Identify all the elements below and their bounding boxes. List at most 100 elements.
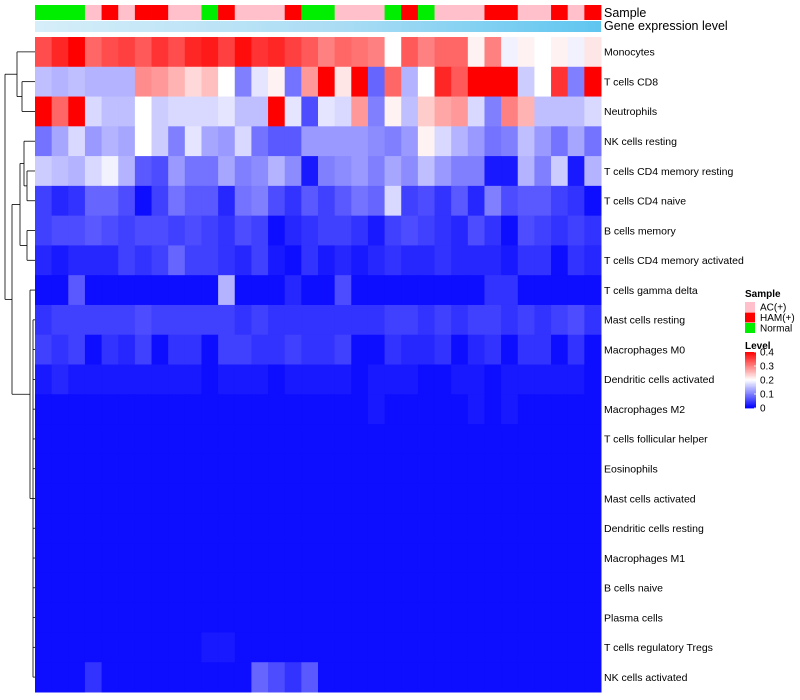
heatmap-cell — [168, 572, 186, 604]
heatmap-cell — [384, 453, 402, 485]
heatmap-cell — [234, 245, 252, 276]
heatmap-cell — [84, 602, 103, 633]
heatmap-cell — [351, 424, 369, 455]
heatmap-cell — [318, 245, 336, 276]
heatmap-cell — [334, 37, 352, 68]
heatmap-cell — [35, 185, 53, 217]
heatmap-cell — [417, 37, 436, 68]
heatmap-cell — [184, 453, 202, 485]
heatmap-cell — [118, 66, 136, 98]
heatmap-cell — [184, 662, 202, 693]
heatmap-cell — [168, 37, 186, 68]
heatmap-cell — [301, 245, 319, 276]
heatmap-cell — [84, 185, 103, 217]
heatmap-cell — [484, 66, 502, 98]
heatmap-cell — [35, 572, 53, 604]
heatmap-cell — [234, 334, 252, 365]
heatmap-cell — [201, 513, 219, 544]
heatmap-cell — [501, 572, 519, 604]
heatmap-cell — [68, 215, 86, 246]
heatmap-cell — [417, 275, 436, 306]
heatmap-cell — [68, 662, 86, 693]
heatmap-cell — [384, 424, 402, 455]
row-label: Monocytes — [604, 47, 655, 59]
heatmap-cell — [151, 275, 169, 306]
heatmap-cell — [234, 453, 252, 485]
heatmap-cell — [334, 662, 352, 693]
heatmap-cell — [118, 304, 136, 336]
heatmap-cell — [268, 37, 286, 68]
heatmap-cell — [134, 632, 153, 663]
heatmap-cell — [551, 543, 569, 574]
heatmap-cell — [84, 66, 103, 98]
heatmap-cell — [351, 662, 369, 693]
heatmap-cell — [35, 483, 53, 514]
heatmap-cell — [151, 662, 169, 693]
heatmap-cell — [517, 275, 535, 306]
heatmap-cell — [451, 334, 469, 365]
heatmap-cell — [551, 394, 569, 425]
sample-annotation-cell — [35, 5, 53, 20]
sample-annotation-cell — [401, 5, 419, 20]
heatmap-cell — [101, 215, 119, 246]
heatmap-cell — [84, 543, 103, 574]
sample-annotation-cell — [551, 5, 569, 20]
heatmap-cell — [151, 185, 169, 217]
heatmap-cell — [351, 275, 369, 306]
sample-annotation-cell — [101, 5, 119, 20]
legend-sample-title: Sample — [745, 289, 781, 300]
row-label: NK cells activated — [604, 672, 688, 684]
heatmap-cell — [51, 513, 69, 544]
heatmap-cell — [534, 602, 552, 633]
sample-annotation-cell — [284, 5, 302, 20]
heatmap-cell — [334, 483, 352, 514]
heatmap-cell — [484, 632, 502, 663]
heatmap-cell — [534, 632, 552, 663]
legend-sample-swatch — [745, 323, 755, 333]
heatmap-cell — [567, 662, 585, 693]
heatmap-cell — [318, 602, 336, 633]
heatmap-cell — [384, 304, 402, 336]
row-label: Dendritic cells resting — [604, 523, 704, 535]
heatmap-cell — [584, 66, 602, 98]
heatmap-cell — [467, 424, 485, 455]
heatmap-cell — [534, 543, 552, 574]
heatmap-cell — [68, 304, 86, 336]
heatmap-cell — [68, 245, 86, 276]
sample-annotation-cell — [201, 5, 219, 20]
heatmap-cell — [301, 632, 319, 663]
heatmap-cell — [401, 96, 419, 127]
heatmap-cell — [184, 602, 202, 633]
heatmap-cell — [284, 602, 302, 633]
heatmap-cell — [101, 275, 119, 306]
heatmap-cell — [534, 364, 552, 395]
heatmap-cell — [84, 513, 103, 544]
heatmap-cell — [218, 304, 236, 336]
heatmap-cell — [251, 602, 269, 633]
heatmap-cell — [101, 66, 119, 98]
heatmap-cell — [118, 602, 136, 633]
heatmap-cell — [118, 513, 136, 544]
heatmap-cell — [467, 632, 485, 663]
heatmap-cell — [301, 275, 319, 306]
legend-colorbar-segment — [745, 403, 756, 406]
row-label: B cells memory — [604, 225, 677, 237]
heatmap-cell — [284, 632, 302, 663]
heatmap-cell — [434, 424, 452, 455]
heatmap-cell — [51, 215, 69, 246]
heatmap-cell — [234, 394, 252, 425]
heatmap-cell — [534, 245, 552, 276]
heatmap-cell — [467, 275, 485, 306]
heatmap-cell — [301, 572, 319, 604]
heatmap-cell — [234, 66, 252, 98]
heatmap-cell — [534, 275, 552, 306]
heatmap-cell — [401, 275, 419, 306]
sample-annotation-cell — [334, 5, 352, 20]
heatmap-cell — [284, 304, 302, 336]
legend-colorbar-segment — [745, 378, 756, 381]
heatmap-cell — [401, 572, 419, 604]
heatmap-cell — [268, 215, 286, 246]
row-label: T cells follicular helper — [604, 434, 708, 446]
